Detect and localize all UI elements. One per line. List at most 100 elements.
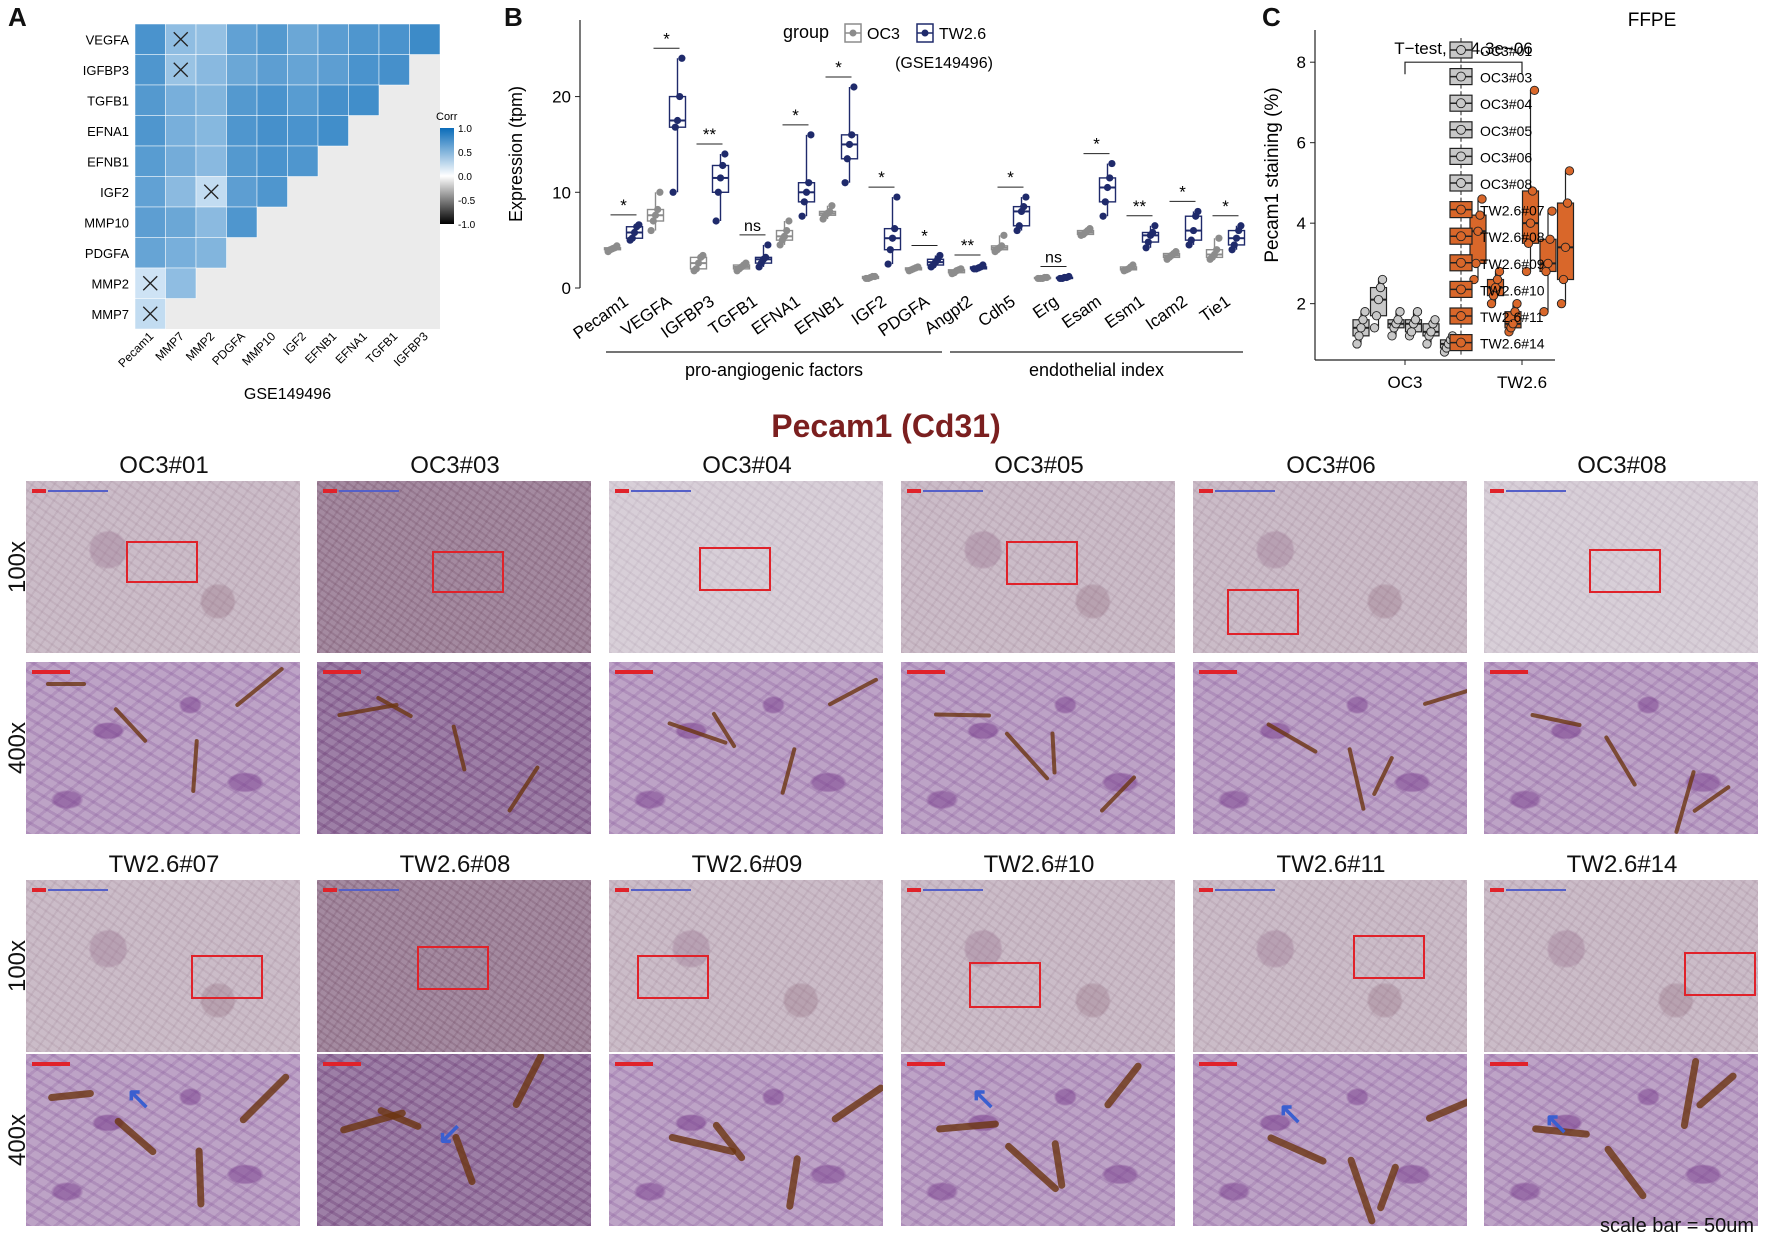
heatmap-cell [165, 145, 197, 177]
heatmap-cell [226, 23, 258, 55]
scale-bar [323, 489, 337, 493]
significance-label: * [792, 106, 799, 125]
data-point [656, 188, 664, 196]
data-point [805, 179, 813, 187]
zoom-region-box [637, 955, 709, 999]
test-bracket [1404, 61, 1523, 75]
micrograph-400x: ↘ [317, 1054, 591, 1226]
scale-bar [1199, 489, 1213, 493]
sample-title: TW2.6#10 [983, 851, 1095, 878]
data-point [647, 226, 655, 235]
data-point [1539, 307, 1549, 317]
scale-bar [907, 888, 921, 892]
gene-label: Angpt2 [921, 292, 976, 338]
stained-vessel [1424, 1094, 1467, 1123]
insignificant-mark [173, 62, 189, 78]
data-point [716, 174, 725, 182]
data-point [1494, 266, 1505, 277]
heatmap-cell [195, 206, 227, 238]
heatmap-cell [195, 54, 227, 86]
legend-label: OC3#04 [1480, 96, 1532, 112]
scale-bar [907, 489, 921, 493]
scale-bar-secondary [339, 889, 399, 891]
heatmap-cell [195, 84, 227, 116]
micrograph-100x [901, 481, 1175, 653]
stained-vessel [827, 677, 879, 707]
scale-bar [615, 1062, 653, 1066]
stained-vessel [234, 666, 285, 708]
data-point [1556, 299, 1567, 309]
data-point [1360, 307, 1370, 317]
y-tick-label: 8 [1297, 53, 1306, 72]
heatmap-cell [226, 84, 258, 116]
significance-label: * [921, 226, 928, 245]
scale-bar [1199, 1062, 1237, 1066]
insignificant-mark [142, 306, 158, 322]
data-point [1377, 274, 1388, 285]
data-point [1430, 315, 1440, 325]
stained-vessel [113, 706, 148, 744]
legend-title: FFPE [1628, 10, 1677, 31]
data-point [651, 211, 660, 219]
data-point [845, 140, 854, 149]
stained-vessel [1603, 1144, 1648, 1201]
legend-colorbar [440, 128, 454, 224]
micrograph-100x [1484, 481, 1758, 653]
data-point [1189, 226, 1198, 235]
heatmap-cell [256, 54, 288, 86]
data-point [1099, 212, 1107, 220]
heatmap-cell [195, 237, 227, 269]
legend-label: OC3#08 [1480, 176, 1532, 192]
data-point [1371, 311, 1382, 321]
data-point [1395, 307, 1405, 317]
legend-swatch-point [1456, 178, 1466, 188]
heatmap-cell [409, 23, 441, 55]
data-point [998, 242, 1006, 250]
sample-title: TW2.6#14 [1566, 851, 1678, 878]
heatmap-cell [256, 145, 288, 177]
sample-title: OC3#06 [1286, 452, 1376, 479]
data-point [1529, 85, 1540, 96]
scale-bar-secondary [339, 490, 399, 492]
legend-label: TW2.6#11 [1480, 309, 1544, 325]
heatmap-cell [134, 23, 166, 55]
zoom-region-box [1227, 589, 1299, 635]
micrograph-400x [901, 662, 1175, 834]
heatmap-cell [317, 115, 349, 147]
significance-label: * [1007, 168, 1014, 187]
panel-letter-b: B [504, 2, 523, 32]
legend-swatch-point [1456, 71, 1466, 82]
scale-bar-secondary [1506, 889, 1566, 891]
heatmap-cell [256, 23, 288, 55]
heatmap-col-label: IGFBP3 [391, 329, 431, 369]
heatmap-cell [378, 23, 410, 55]
data-point [1230, 241, 1238, 249]
data-point [1144, 238, 1152, 246]
heatmap-cell [287, 145, 319, 177]
y-tick-label: 20 [552, 88, 571, 107]
micrograph-400x [317, 662, 591, 834]
micrograph-100x [1193, 880, 1467, 1052]
y-tick-label: 10 [552, 183, 571, 202]
heatmap-col-label: EFNA1 [333, 329, 370, 366]
heatmap-cell [378, 54, 410, 86]
heatmap-row-label: MMP7 [91, 307, 129, 322]
sample-title: OC3#03 [410, 452, 500, 479]
significance-label: * [835, 58, 842, 77]
heatmap-cell [165, 84, 197, 116]
data-point [1356, 323, 1366, 333]
legend-label: TW2.6 [939, 26, 986, 43]
zoom-region-box [191, 955, 263, 999]
sample-title: TW2.6#09 [691, 851, 803, 878]
heatmap-row-label: VEGFA [86, 32, 130, 47]
data-point [671, 123, 679, 131]
data-point [1406, 327, 1417, 337]
heatmap-cell [348, 54, 380, 86]
gene-label: TGFB1 [705, 292, 761, 339]
data-point [673, 116, 682, 125]
data-point [1564, 166, 1575, 176]
stained-vessel [1099, 774, 1137, 814]
stained-vessel [1691, 784, 1732, 814]
heatmap-cell [165, 176, 197, 208]
scale-bar [615, 888, 629, 892]
